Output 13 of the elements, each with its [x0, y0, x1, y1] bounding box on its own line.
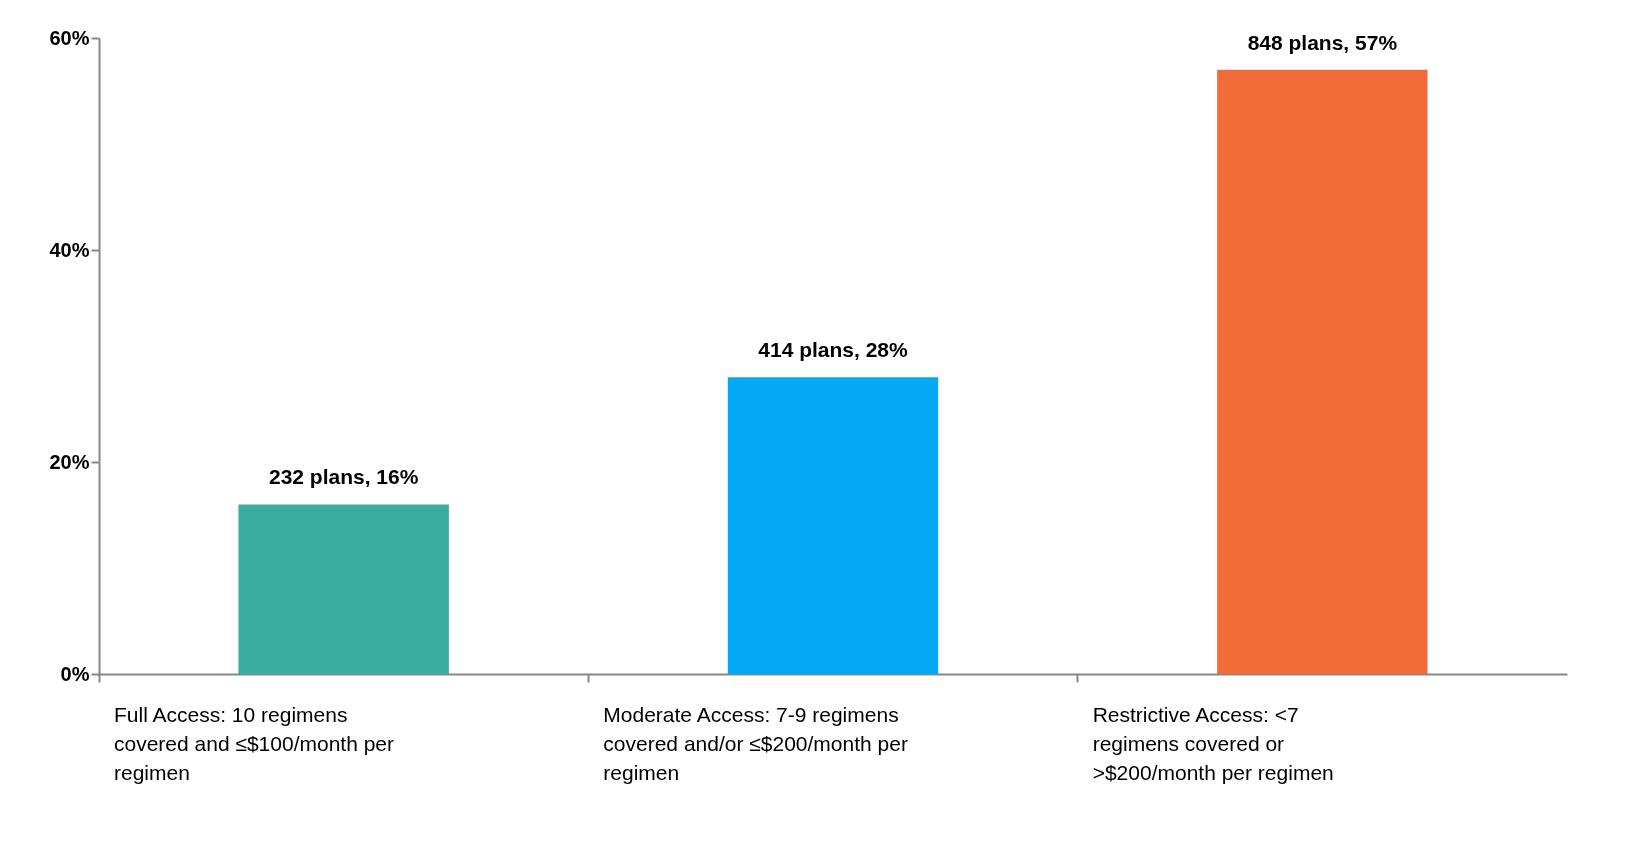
x-tick-label: Restrictive Access: <7 regimens covered or >$200/month per regimen	[1092, 702, 1334, 784]
x-tick-label: Full Access: 10 regimens covered and ≤$100/month per regimen	[114, 702, 395, 784]
data-label: 232 plans, 16%	[268, 465, 419, 489]
y-tick-label: 0%	[60, 662, 90, 685]
data-label: 414 plans, 28%	[758, 338, 909, 362]
data-label: 848 plans, 57%	[1247, 30, 1398, 54]
bar	[727, 377, 939, 674]
x-tick-label: Moderate Access: 7-9 regimens covered and/or ≤$200/month per regimen	[603, 702, 908, 784]
bar	[1217, 69, 1428, 674]
y-tick-label: 20%	[49, 450, 90, 473]
bar	[238, 504, 449, 674]
y-tick-label: 60%	[49, 26, 90, 49]
y-tick-label: 40%	[49, 238, 90, 261]
